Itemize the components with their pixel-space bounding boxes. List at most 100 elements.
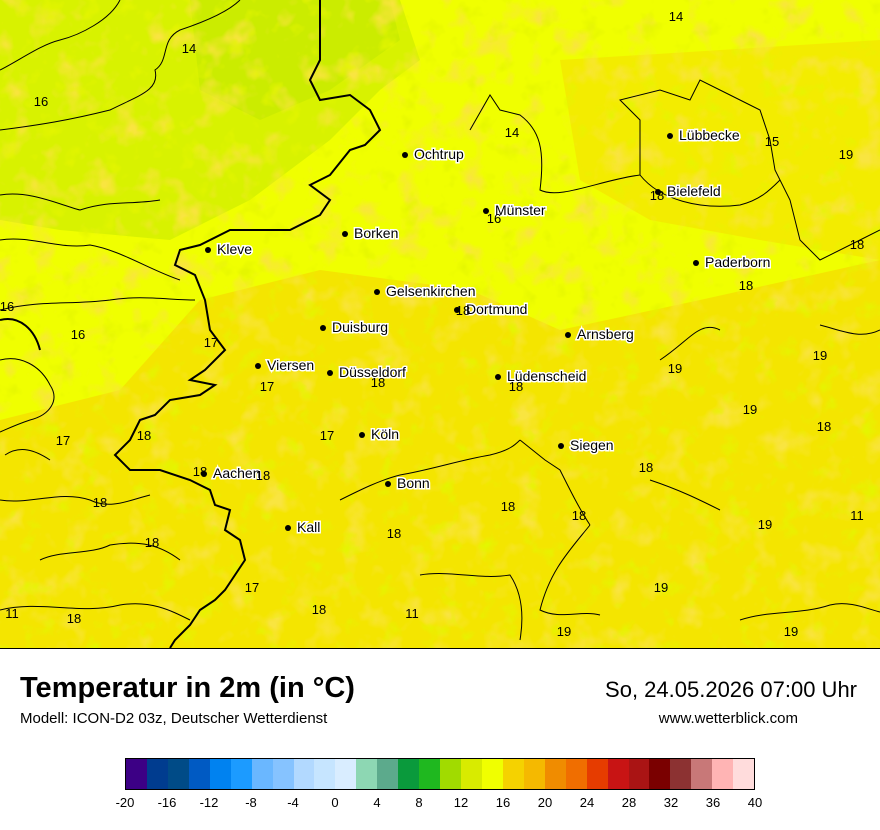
city-dot (655, 189, 661, 195)
legend-swatch (481, 759, 503, 789)
temperature-value: 18 (650, 188, 664, 203)
temperature-value: 18 (193, 464, 207, 479)
city-label: Aachen (213, 465, 260, 481)
temperature-value: 16 (487, 211, 501, 226)
city-label: Gelsenkirchen (386, 283, 476, 299)
city-label: Kleve (217, 241, 252, 257)
city-dot (327, 370, 333, 376)
temperature-value: 19 (813, 348, 827, 363)
legend-tick-label: 12 (453, 795, 469, 810)
temperature-value: 17 (245, 580, 259, 595)
legend-tick-label: 36 (705, 795, 721, 810)
region-borders (0, 0, 880, 641)
temperature-values: 14 14 16 14 15 19 18 16 18 18 16 16 17 17 18 19 18 19 17 18… (0, 9, 864, 639)
city-label-halo: Siegen (570, 437, 614, 453)
website-link[interactable]: www.wetterblick.com (658, 710, 798, 727)
temperature-value: 16 (71, 327, 85, 342)
forecast-datetime: So, 24.05.2026 07:00 Uhr (605, 677, 857, 702)
legend-tick-label: 28 (621, 795, 637, 810)
city-label-halo: Gelsenkirchen (386, 283, 476, 299)
temperature-value: 14 (182, 41, 196, 56)
city-label: Düsseldorf (339, 364, 406, 380)
city-label: Lüdenscheid (507, 368, 586, 384)
legend-swatch (167, 759, 189, 789)
city-label: Bielefeld (667, 183, 721, 199)
temperature-value: 18 (145, 535, 159, 550)
temperature-value: 18 (312, 602, 326, 617)
city-label-halo: Köln (371, 426, 399, 442)
city-label-halo: Duisburg (332, 319, 388, 335)
legend-tick-label: 20 (537, 795, 553, 810)
color-legend (125, 758, 755, 790)
temperature-value: 16 (0, 299, 14, 314)
temperature-value: 18 (572, 508, 586, 523)
legend-tick-label: -4 (287, 795, 299, 810)
city-label: Köln (371, 426, 399, 442)
legend-swatch (607, 759, 629, 789)
city-dot (374, 289, 380, 295)
legend-swatch (230, 759, 252, 789)
temperature-value: 18 (850, 237, 864, 252)
city-label-halo: Bielefeld (667, 183, 721, 199)
temperature-value: 17 (56, 433, 70, 448)
legend-tick-label: 4 (373, 795, 381, 810)
city-label: Duisburg (332, 319, 388, 335)
temperature-value: 17 (260, 379, 274, 394)
legend-swatch (293, 759, 315, 789)
city-dot (495, 374, 501, 380)
temperature-value: 14 (669, 9, 683, 24)
legend-tick-label: 0 (331, 795, 339, 810)
legend-swatch (461, 759, 482, 789)
city-label-halo: Arnsberg (577, 326, 634, 342)
city-label-halo: Viersen (267, 357, 314, 373)
city-label-halo: Bonn (397, 475, 430, 491)
city-dot (342, 231, 348, 237)
legend-swatch (586, 759, 608, 789)
city-label-halo: Ochtrup (414, 146, 464, 162)
city-label: Borken (354, 225, 398, 241)
temperature-value: 19 (654, 580, 668, 595)
city-label: Paderborn (705, 254, 770, 270)
legend-tick-label: 8 (415, 795, 423, 810)
legend-swatch (544, 759, 566, 789)
city-dot (320, 325, 326, 331)
legend-swatch (733, 759, 755, 789)
legend-swatch (502, 759, 524, 789)
city-label: Kall (297, 519, 320, 535)
temperature-value: 18 (256, 468, 270, 483)
temperature-value: 18 (501, 499, 515, 514)
city-dot (205, 247, 211, 253)
city-dot (402, 152, 408, 158)
temperature-value: 15 (765, 134, 779, 149)
city-label: Münster (495, 202, 546, 218)
legend-swatch (377, 759, 399, 789)
city-label-halo: Lübbecke (679, 127, 740, 143)
city-label-halo: Paderborn (705, 254, 770, 270)
legend-swatch (419, 759, 441, 789)
temperature-value: 14 (505, 125, 519, 140)
temperature-map: Lübbecke Lübbecke Ochtrup Ochtrup Bielefeld B… (0, 0, 880, 649)
map-title: Temperatur in 2m (in °C) (20, 672, 355, 704)
legend-swatch (565, 759, 587, 789)
model-info: Modell: ICON-D2 03z, Deutscher Wetterdie… (20, 710, 328, 727)
city-label-halo: Düsseldorf (339, 364, 406, 380)
city-dot (454, 307, 460, 313)
city-dot (255, 363, 261, 369)
city-label-halo: Borken (354, 225, 398, 241)
legend-swatch (649, 759, 671, 789)
legend-swatch (335, 759, 357, 789)
city-label-halo: Kleve (217, 241, 252, 257)
temperature-value: 18 (371, 375, 385, 390)
legend-tick-label: 40 (747, 795, 763, 810)
